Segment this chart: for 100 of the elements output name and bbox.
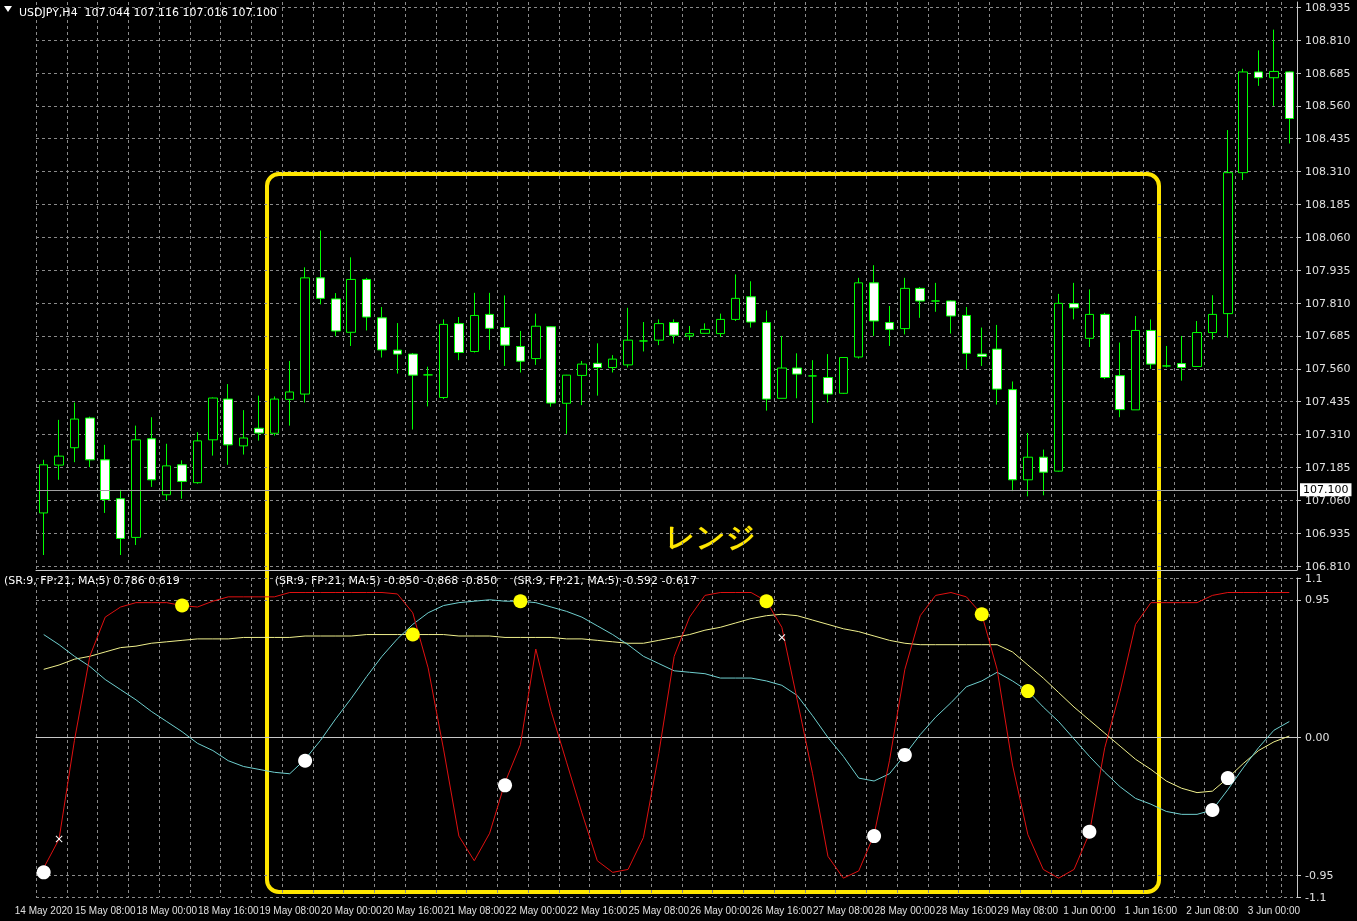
candlestick xyxy=(85,416,95,468)
candlestick xyxy=(716,313,725,338)
x-tick-label: 1 Jun 00:00 xyxy=(1063,904,1116,916)
x-tick-label: 25 May 08:00 xyxy=(628,904,690,916)
candlestick xyxy=(1269,29,1279,107)
x-tick-label: 3 Jun 00:00 xyxy=(1247,904,1301,916)
candlestick xyxy=(316,230,325,305)
y-tick-label: 0.95 xyxy=(1305,593,1330,607)
y-tick-label: 1.1 xyxy=(1305,571,1323,585)
candlestick xyxy=(500,294,510,367)
point xyxy=(1020,684,1035,699)
candlestick xyxy=(577,360,587,406)
point xyxy=(298,753,313,768)
candlestick xyxy=(685,325,694,341)
candlestick xyxy=(1285,70,1294,144)
candlestick xyxy=(669,318,679,345)
y-tick-label: -0.95 xyxy=(1305,868,1334,882)
candlestick xyxy=(131,425,141,546)
y-tick-label: 108.060 xyxy=(1305,230,1351,244)
candlestick xyxy=(516,330,525,374)
candlestick xyxy=(223,383,233,466)
candlestick xyxy=(1023,432,1033,497)
x-tick-label: 1 Jun 16:00 xyxy=(1124,904,1178,916)
candlestick xyxy=(1223,129,1233,339)
candlestick xyxy=(915,286,925,319)
y-tick-label: 107.935 xyxy=(1305,263,1351,277)
candlestick xyxy=(1100,312,1110,380)
x-tick-label: 27 May 08:00 xyxy=(813,904,875,916)
x-tick-label: 21 May 08:00 xyxy=(443,904,505,916)
x-tick-label: 18 May 00:00 xyxy=(136,904,198,916)
candlestick xyxy=(100,444,110,514)
candlestick xyxy=(593,342,602,397)
candlestick xyxy=(270,395,279,437)
y-tick-label: 108.810 xyxy=(1305,33,1351,47)
candlestick xyxy=(1039,449,1048,496)
candlestick xyxy=(439,318,448,400)
y-tick-label: 106.810 xyxy=(1305,559,1351,573)
candlestick xyxy=(1254,49,1263,87)
candlestick xyxy=(408,352,418,431)
candlestick xyxy=(546,325,556,408)
point xyxy=(759,594,774,609)
candlestick xyxy=(208,397,218,457)
candlestick xyxy=(454,316,464,361)
candlestick xyxy=(531,313,541,366)
candlestick xyxy=(1131,315,1140,411)
x-tick-label: 29 May 08:00 xyxy=(997,904,1059,916)
candlestick xyxy=(1085,288,1094,348)
point xyxy=(1220,771,1235,786)
candlestick xyxy=(992,324,1002,406)
candlestick xyxy=(623,307,633,369)
x-tick-label: 22 May 00:00 xyxy=(505,904,567,916)
candlestick xyxy=(362,277,371,331)
chart-title: USDJPY,H4 107.044 107.116 107.016 107.100 xyxy=(19,6,278,19)
point xyxy=(778,633,786,641)
candlestick xyxy=(1054,293,1063,473)
candlestick xyxy=(792,352,802,399)
candlestick xyxy=(331,292,341,337)
point xyxy=(1082,824,1097,839)
candlestick xyxy=(239,409,248,456)
candlestick xyxy=(1238,68,1248,181)
candlestick xyxy=(854,277,863,360)
y-tick-label: 108.435 xyxy=(1305,132,1351,146)
candlestick xyxy=(70,401,79,463)
candlestick xyxy=(562,374,571,435)
candlestick xyxy=(147,416,156,488)
candlestick xyxy=(900,277,910,335)
candlestick xyxy=(608,354,617,374)
point xyxy=(175,598,190,613)
y-tick-label: 108.185 xyxy=(1305,197,1351,211)
candlestick xyxy=(54,419,64,481)
candlestick xyxy=(762,309,771,412)
candlestick xyxy=(962,306,971,370)
candlestick xyxy=(808,359,817,424)
y-tick-label: 107.185 xyxy=(1305,460,1351,474)
y-tick-label: 0.00 xyxy=(1305,731,1330,744)
x-tick-label: 28 May 00:00 xyxy=(874,904,936,916)
candlestick xyxy=(1146,318,1156,370)
point xyxy=(513,594,528,609)
candlestick xyxy=(885,305,894,347)
y-tick-label: 106.935 xyxy=(1305,526,1351,540)
point xyxy=(498,778,513,793)
candlestick xyxy=(977,327,987,367)
candlestick xyxy=(1162,345,1171,369)
candlestick xyxy=(946,299,956,335)
x-tick-label: 14 May 2020 xyxy=(14,904,74,916)
y-tick-label: 107.685 xyxy=(1305,329,1351,343)
candlestick xyxy=(39,459,48,556)
candlestick xyxy=(777,335,787,399)
candlestick xyxy=(700,322,710,334)
candlestick xyxy=(346,256,356,347)
candlestick xyxy=(162,443,171,501)
y-tick-label: 108.560 xyxy=(1305,99,1351,113)
point xyxy=(974,607,989,622)
candlestick xyxy=(839,356,848,395)
x-tick-label: 2 Jun 08:00 xyxy=(1186,904,1239,916)
candlestick xyxy=(285,360,294,427)
candlestick xyxy=(1192,320,1202,368)
candlestick xyxy=(639,321,648,352)
point xyxy=(1205,803,1220,817)
candlestick xyxy=(470,292,479,354)
